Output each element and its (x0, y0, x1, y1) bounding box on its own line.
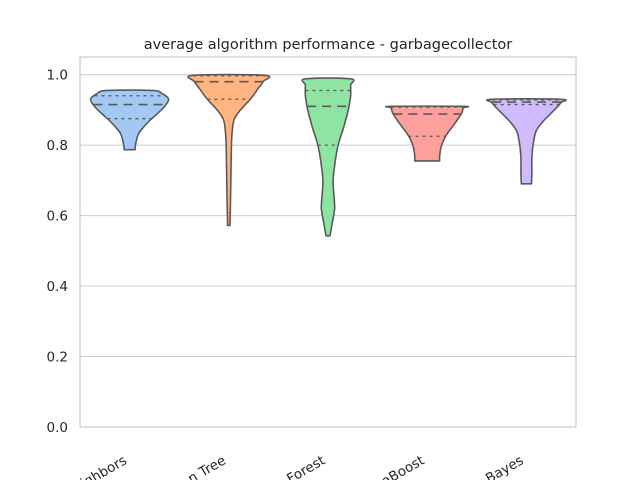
x-tick-label: Forest (284, 453, 328, 480)
violin-body (301, 77, 355, 237)
y-tick-label: 1.0 (47, 68, 68, 84)
x-tick-label: ighbors (78, 453, 130, 480)
violin-5 (485, 98, 567, 185)
violin-body (187, 73, 271, 227)
y-tick-label: 0.2 (47, 350, 68, 366)
plot-frame (79, 56, 577, 428)
violin-body (385, 105, 470, 162)
y-tick-label: 0.8 (47, 138, 68, 154)
violin-3 (301, 77, 355, 237)
x-tick-label: n Tree (185, 453, 228, 480)
y-tick-label: 0.6 (47, 209, 68, 225)
violin-1 (89, 89, 170, 151)
x-tick-label: aBoost (379, 453, 427, 480)
y-tick-label: 0.4 (47, 279, 68, 295)
violin-4 (385, 105, 470, 162)
violin-body (485, 98, 567, 185)
violin-body (89, 89, 170, 151)
violins (89, 73, 567, 237)
violin-2 (187, 73, 271, 227)
x-tick-labels: ighbors n Tree Forest aBoost Bayes (78, 453, 526, 480)
y-tick-labels: 0.0 0.2 0.4 0.6 0.8 1.0 (47, 68, 68, 436)
x-tick-label: Bayes (483, 453, 526, 480)
y-tick-label: 0.0 (47, 420, 68, 436)
chart-title: average algorithm performance - garbagec… (144, 37, 512, 53)
